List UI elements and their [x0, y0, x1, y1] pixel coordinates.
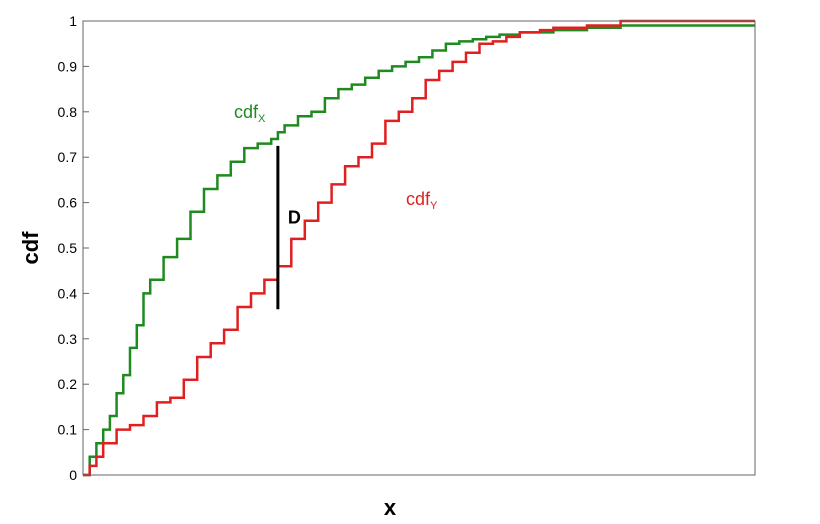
y-tick-label: 0.9: [58, 58, 78, 74]
x-axis-label: x: [384, 495, 397, 520]
series-line-cdf-y: [83, 19, 755, 477]
y-tick-label: 0.5: [58, 240, 78, 256]
y-tick-label: 0.7: [58, 149, 78, 165]
series-label-cdfy: cdfY: [406, 189, 438, 212]
series-label-cdfx-sub: X: [258, 113, 266, 125]
y-tick-label: 0.4: [58, 285, 78, 301]
y-tick-label: 1: [69, 13, 77, 29]
series-lines: [83, 19, 755, 477]
series-label-cdfy-main: cdf: [406, 189, 431, 209]
y-tick-label: 0.3: [58, 331, 78, 347]
y-tick-label: 0.1: [58, 422, 78, 438]
series-label-cdfx-main: cdf: [234, 102, 259, 122]
y-axis-ticks: 0 0.1 0.2 0.3 0.4 0.5 0.6 0.7 0.8 0.9 1: [58, 13, 89, 483]
series-label-cdfx: cdfX: [234, 102, 266, 125]
plot-frame: [82, 20, 756, 476]
annotations: D: [276, 145, 301, 310]
y-tick-label: 0.2: [58, 376, 78, 392]
y-tick-label: 0.8: [58, 104, 78, 120]
series-line-cdf-x: [83, 24, 755, 477]
y-axis-label: cdf: [18, 231, 43, 265]
series-label-cdfy-sub: Y: [430, 200, 438, 212]
ks-distance-label: D: [288, 208, 301, 228]
y-tick-label: 0: [69, 467, 77, 483]
y-tick-label: 0.6: [58, 195, 78, 211]
